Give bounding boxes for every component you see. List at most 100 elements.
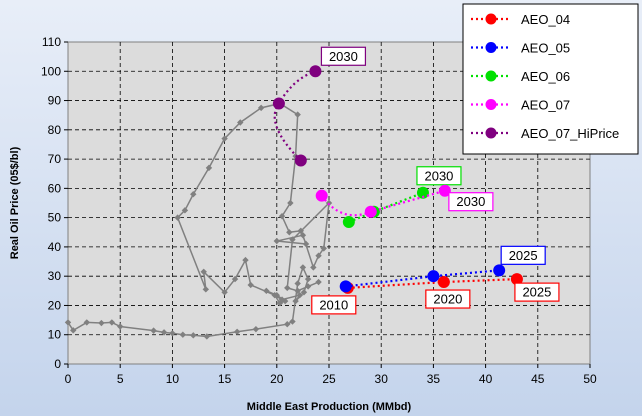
x-tick-label: 0 — [65, 372, 72, 386]
history-point — [310, 264, 317, 271]
history-point — [247, 281, 254, 289]
history-point — [294, 280, 301, 287]
legend-marker-AEO_07_HiPrice — [485, 127, 497, 139]
y-tick-label: 60 — [48, 181, 62, 195]
history-point — [289, 318, 296, 325]
data-label-box-AEO_04 — [311, 295, 357, 315]
data-label-box-AEO_07_HiPrice — [320, 46, 367, 66]
data-label-box-AEO_06 — [416, 166, 462, 186]
history-point — [179, 331, 187, 338]
x-tick-label: 35 — [427, 372, 441, 386]
history-point — [276, 299, 284, 307]
history-series — [64, 100, 333, 340]
y-tick-label: 110 — [42, 35, 61, 49]
series-point-AEO_05 — [493, 264, 506, 277]
history-point — [257, 104, 265, 112]
y-tick-label: 50 — [48, 211, 62, 225]
series-point-AEO_04 — [510, 273, 523, 286]
series-point-AEO_04 — [437, 276, 450, 289]
series-point-AEO_07_HiPrice — [272, 97, 285, 110]
history-point — [320, 245, 327, 252]
history-point — [287, 199, 294, 207]
data-label-AEO_04: 2025 — [522, 285, 551, 300]
history-point — [202, 286, 210, 293]
gridlines — [68, 42, 590, 364]
data-label-box-AEO_07 — [448, 192, 494, 212]
history-point — [108, 319, 116, 326]
data-label-box-AEO_04 — [425, 289, 471, 309]
data-label-AEO_07: 2030 — [456, 194, 485, 209]
history-point — [304, 275, 312, 283]
legend-marker-AEO_06 — [485, 70, 497, 82]
history-point — [150, 327, 157, 334]
history-point — [169, 330, 176, 337]
data-label-AEO_07_HiPrice: 2030 — [329, 49, 358, 64]
y-tick-label: 80 — [48, 123, 62, 137]
history-point — [271, 292, 278, 299]
legend-marker-AEO_04 — [485, 13, 497, 25]
axes: 0 5 10 15 20 25 30 35 40 45 5001020304050607080901… — [41, 35, 597, 386]
legend-label-AEO_07_HiPrice: AEO_07_HiPrice — [521, 126, 619, 141]
x-tick-label: 30 — [375, 372, 389, 386]
x-tick-label: 10 — [166, 372, 180, 386]
history-point — [190, 332, 197, 339]
history-point — [304, 283, 312, 290]
history-point — [299, 264, 307, 271]
x-axis-label: Middle East Production (MMbd) — [247, 401, 412, 413]
data-label-box-AEO_04 — [514, 282, 560, 302]
series-point-AEO_07_HiPrice — [309, 65, 322, 78]
history-point — [281, 297, 289, 305]
history-point — [117, 323, 124, 330]
data-label-AEO_05: 2025 — [509, 248, 538, 263]
legend: AEO_04 AEO_05 AEO_06 AEO_07 AEO_07_HiPrice — [462, 3, 639, 155]
y-tick-label: 70 — [48, 152, 62, 166]
history-point — [98, 319, 105, 327]
legend-marker-AEO_05 — [485, 42, 497, 53]
history-point — [273, 237, 280, 245]
history-point — [205, 164, 213, 172]
series-point-AEO_07_HiPrice — [294, 154, 307, 167]
history-point — [174, 214, 181, 221]
y-tick-label: 10 — [48, 328, 62, 342]
history-point — [300, 289, 308, 296]
history-point — [302, 240, 310, 248]
history-point — [221, 289, 228, 296]
history-point — [203, 333, 211, 340]
history-point — [284, 320, 291, 328]
history-point — [181, 207, 189, 214]
history-point — [278, 212, 286, 220]
y-tick-label: 90 — [48, 94, 62, 108]
history-point — [70, 327, 77, 334]
history-point — [233, 328, 241, 335]
y-tick-label: 100 — [41, 64, 61, 78]
series-point-AEO_05 — [427, 270, 440, 283]
history-point — [242, 256, 249, 264]
x-tick-label: 5 — [117, 372, 124, 386]
x-tick-label: 15 — [218, 372, 232, 386]
data-label-AEO_04: 2010 — [319, 297, 348, 312]
history-point — [289, 236, 296, 243]
history-point — [292, 297, 299, 305]
series-point-AEO_06 — [416, 186, 429, 199]
history-point — [252, 325, 260, 333]
history-point — [299, 232, 307, 239]
y-axis-label: Real Oil Price (05$/bl) — [9, 146, 21, 259]
y-tick-label: 40 — [48, 240, 62, 254]
y-tick-label: 20 — [48, 298, 62, 312]
history-point — [286, 229, 293, 236]
legend-marker-AEO_07 — [485, 99, 497, 110]
history-point — [263, 287, 270, 295]
x-tick-label: 50 — [583, 372, 597, 386]
history-point — [296, 292, 303, 299]
history-point — [190, 191, 197, 198]
data-label-AEO_04: 2020 — [433, 292, 462, 307]
history-point — [221, 135, 228, 142]
series-point-AEO_05 — [339, 280, 352, 293]
history-point — [297, 227, 305, 235]
series-point-AEO_07 — [364, 205, 377, 218]
history-point — [231, 275, 239, 283]
y-tick-label: 0 — [54, 357, 61, 371]
legend-label-AEO_07: AEO_07 — [521, 98, 570, 113]
